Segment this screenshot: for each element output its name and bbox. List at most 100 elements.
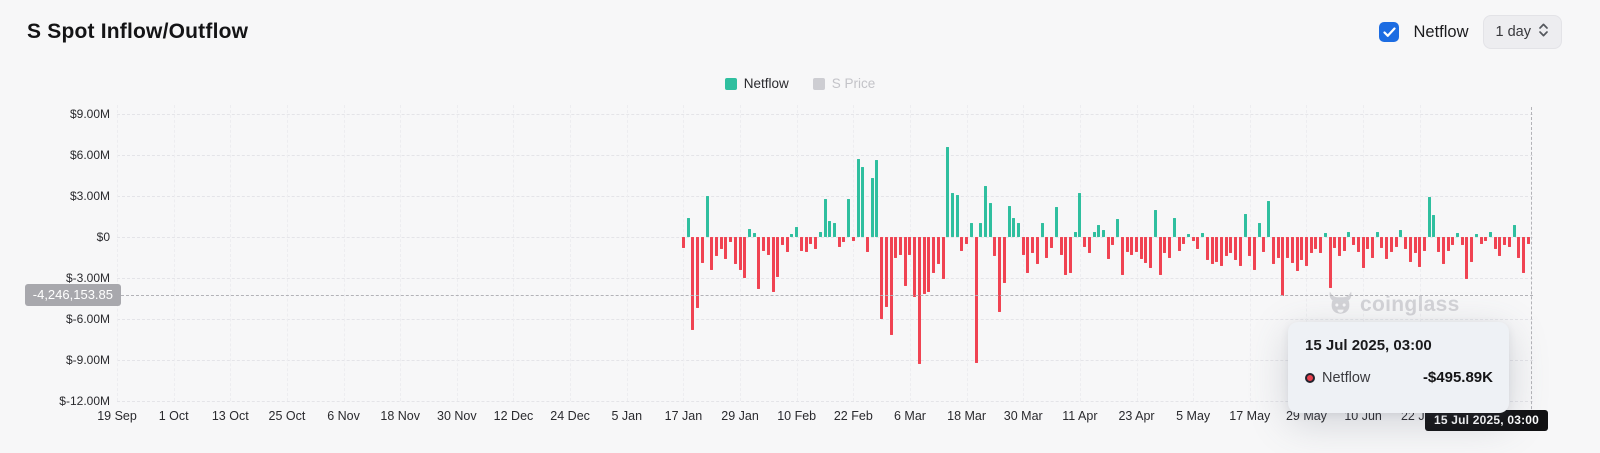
netflow-bar[interactable] [1229, 237, 1233, 254]
netflow-bar[interactable] [1507, 237, 1511, 247]
netflow-bar[interactable] [1234, 237, 1238, 261]
netflow-bar[interactable] [1455, 232, 1459, 237]
netflow-bar[interactable] [1517, 237, 1521, 258]
netflow-bar[interactable] [1097, 224, 1101, 237]
netflow-bar[interactable] [842, 237, 846, 243]
netflow-bar[interactable] [1087, 237, 1091, 254]
netflow-bar[interactable] [1385, 237, 1389, 259]
netflow-bar[interactable] [1281, 237, 1285, 296]
netflow-bar[interactable] [1276, 237, 1280, 258]
netflow-bar[interactable] [799, 237, 803, 251]
netflow-bar[interactable] [809, 237, 813, 244]
netflow-bar[interactable] [1262, 237, 1266, 253]
netflow-bar[interactable] [861, 167, 865, 237]
netflow-bar[interactable] [1040, 223, 1044, 237]
netflow-bar[interactable] [1352, 237, 1356, 246]
netflow-bar[interactable] [1068, 237, 1072, 273]
netflow-bar[interactable] [998, 237, 1002, 313]
netflow-bar[interactable] [710, 237, 714, 270]
netflow-bar[interactable] [865, 237, 869, 253]
netflow-bar[interactable] [1111, 237, 1115, 246]
netflow-bar[interactable] [1050, 237, 1054, 248]
netflow-bar[interactable] [752, 232, 756, 237]
netflow-bar[interactable] [766, 237, 770, 255]
netflow-bar[interactable] [1465, 237, 1469, 280]
netflow-bar[interactable] [1210, 237, 1214, 265]
netflow-bar[interactable] [1366, 237, 1370, 250]
legend-item-s-price[interactable]: S Price [812, 76, 875, 91]
netflow-bar[interactable] [969, 223, 973, 237]
netflow-bar[interactable] [903, 237, 907, 287]
netflow-bar[interactable] [979, 223, 983, 237]
netflow-bar[interactable] [1153, 209, 1157, 237]
netflow-bar[interactable] [691, 237, 695, 330]
netflow-bar[interactable] [974, 237, 978, 363]
netflow-bar[interactable] [795, 227, 799, 237]
netflow-bar[interactable] [1191, 237, 1195, 242]
netflow-bar[interactable] [1257, 223, 1261, 237]
netflow-bar[interactable] [1309, 237, 1313, 254]
netflow-bar[interactable] [743, 237, 747, 278]
netflow-bar[interactable] [1418, 237, 1422, 268]
netflow-bar[interactable] [1286, 237, 1290, 258]
netflow-bar[interactable] [1295, 237, 1299, 272]
netflow-bar[interactable] [1144, 237, 1148, 263]
netflow-bar[interactable] [1441, 237, 1445, 265]
netflow-bar[interactable] [1035, 237, 1039, 265]
netflow-bar[interactable] [1158, 237, 1162, 276]
netflow-bar[interactable] [681, 237, 685, 248]
netflow-bar[interactable] [771, 237, 775, 292]
netflow-bar[interactable] [1007, 205, 1011, 237]
netflow-bar[interactable] [1446, 237, 1450, 251]
netflow-bar[interactable] [837, 237, 841, 247]
netflow-bar[interactable] [1526, 237, 1530, 244]
netflow-bar[interactable] [983, 186, 987, 237]
netflow-bar[interactable] [1116, 219, 1120, 237]
netflow-bar[interactable] [828, 220, 832, 237]
netflow-bar[interactable] [946, 146, 950, 237]
netflow-bar[interactable] [757, 237, 761, 289]
netflow-bar[interactable] [870, 178, 874, 237]
netflow-bar[interactable] [1078, 193, 1082, 237]
netflow-bar[interactable] [781, 237, 785, 246]
netflow-bar[interactable] [700, 237, 704, 263]
netflow-bar[interactable] [894, 237, 898, 258]
netflow-bar[interactable] [1186, 234, 1190, 237]
netflow-bar[interactable] [686, 217, 690, 237]
netflow-bar[interactable] [917, 237, 921, 365]
netflow-bar[interactable] [1413, 237, 1417, 254]
netflow-bar[interactable] [1135, 237, 1139, 253]
netflow-checkbox[interactable] [1379, 22, 1400, 42]
netflow-bar[interactable] [1054, 206, 1058, 237]
netflow-bar[interactable] [804, 237, 808, 253]
netflow-bar[interactable] [1375, 231, 1379, 237]
netflow-bar[interactable] [1267, 201, 1271, 237]
netflow-bar[interactable] [1092, 231, 1096, 237]
netflow-bar[interactable] [1304, 237, 1308, 266]
netflow-bar[interactable] [1215, 237, 1219, 262]
netflow-bar[interactable] [1149, 237, 1153, 269]
netflow-bar[interactable] [1139, 237, 1143, 259]
netflow-bar[interactable] [1408, 237, 1412, 262]
netflow-bar[interactable] [1172, 217, 1176, 237]
netflow-bar[interactable] [1479, 237, 1483, 244]
netflow-bar[interactable] [1002, 237, 1006, 284]
netflow-bar[interactable] [1427, 197, 1431, 237]
netflow-bar[interactable] [729, 237, 733, 243]
netflow-bar[interactable] [1083, 237, 1087, 247]
netflow-bar[interactable] [1337, 237, 1341, 257]
netflow-bar[interactable] [1243, 213, 1247, 237]
netflow-bar[interactable] [884, 237, 888, 307]
netflow-bar[interactable] [1394, 237, 1398, 247]
netflow-bar[interactable] [913, 237, 917, 298]
netflow-bar[interactable] [1399, 230, 1403, 237]
netflow-bar[interactable] [705, 196, 709, 237]
netflow-bar[interactable] [847, 198, 851, 237]
netflow-bar[interactable] [960, 237, 964, 251]
netflow-bar[interactable] [1347, 231, 1351, 237]
netflow-bar[interactable] [1380, 237, 1384, 248]
netflow-bar[interactable] [1196, 237, 1200, 250]
netflow-bar[interactable] [1012, 217, 1016, 237]
netflow-bar[interactable] [1177, 237, 1181, 251]
